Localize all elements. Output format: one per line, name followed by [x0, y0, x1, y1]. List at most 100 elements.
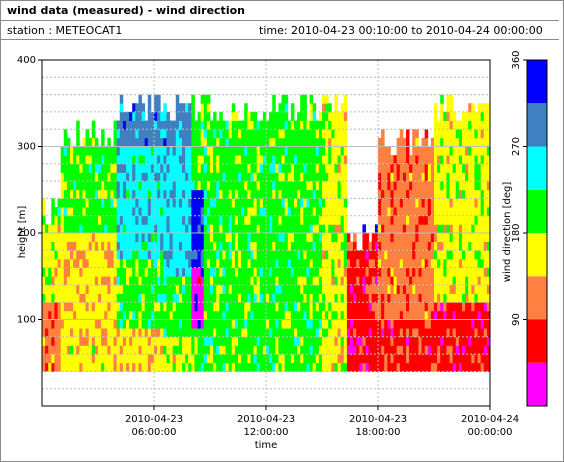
heatmap-cell — [337, 328, 342, 338]
heatmap-cell — [278, 319, 282, 329]
heatmap-cell — [244, 284, 248, 294]
heatmap-cell — [275, 215, 279, 225]
heatmap-cell — [399, 172, 404, 182]
heatmap-cell — [384, 215, 388, 225]
heatmap-cell — [350, 293, 354, 303]
heatmap-cell — [54, 250, 58, 260]
heatmap-cell — [468, 336, 472, 346]
heatmap-cell — [309, 258, 314, 268]
heatmap-cell — [415, 302, 419, 312]
heatmap-cell — [157, 120, 161, 130]
heatmap-cell — [284, 215, 289, 225]
heatmap-cell — [474, 111, 478, 121]
heatmap-cell — [458, 207, 463, 217]
heatmap-cell — [359, 250, 363, 260]
heatmap-cell — [206, 181, 211, 191]
heatmap-cell — [402, 224, 407, 234]
heatmap-cell — [178, 181, 183, 191]
heatmap-cell — [166, 181, 170, 191]
heatmap-cell — [191, 189, 195, 199]
heatmap-cell — [172, 163, 177, 173]
heatmap-cell — [424, 362, 429, 372]
heatmap-cell — [250, 336, 254, 346]
heatmap-cell — [455, 319, 460, 329]
heatmap-cell — [213, 224, 217, 234]
heatmap-cell — [82, 250, 86, 260]
heatmap-cell — [325, 319, 329, 329]
heatmap-cell — [294, 354, 298, 364]
heatmap-cell — [166, 241, 170, 251]
heatmap-cell — [45, 328, 49, 338]
heatmap-cell — [76, 120, 80, 130]
heatmap-cell — [126, 181, 130, 191]
heatmap-cell — [79, 163, 83, 173]
heatmap-cell — [241, 224, 245, 234]
heatmap-cell — [396, 284, 401, 294]
heatmap-cell — [91, 284, 96, 294]
heatmap-cell — [66, 163, 71, 173]
heatmap-cell — [471, 155, 475, 165]
heatmap-cell — [387, 328, 391, 338]
heatmap-cell — [294, 233, 298, 243]
heatmap-cell — [70, 233, 74, 243]
heatmap-cell — [300, 276, 304, 286]
heatmap-cell — [455, 198, 460, 208]
heatmap-cell — [191, 103, 195, 113]
heatmap-cell — [88, 189, 93, 199]
heatmap-cell — [455, 284, 460, 294]
heatmap-cell — [306, 163, 310, 173]
heatmap-cell — [175, 129, 180, 139]
heatmap-cell — [222, 336, 226, 346]
heatmap-cell — [331, 233, 335, 243]
heatmap-cell — [437, 146, 441, 156]
heatmap-cell — [107, 328, 111, 338]
heatmap-cell — [272, 284, 276, 294]
heatmap-cell — [135, 362, 139, 372]
heatmap-cell — [468, 310, 472, 320]
heatmap-cell — [247, 129, 251, 139]
heatmap-cell — [315, 172, 320, 182]
heatmap-cell — [144, 155, 149, 165]
heatmap-cell — [458, 276, 463, 286]
heatmap-cell — [340, 146, 345, 156]
heatmap-cell — [163, 319, 167, 329]
heatmap-cell — [269, 276, 273, 286]
heatmap-cell — [396, 233, 401, 243]
heatmap-cell — [126, 233, 130, 243]
heatmap-cell — [290, 137, 295, 147]
heatmap-cell — [113, 215, 118, 225]
heatmap-cell — [197, 302, 202, 312]
heatmap-cell — [346, 233, 351, 243]
heatmap-cell — [415, 310, 419, 320]
heatmap-cell — [163, 354, 167, 364]
heatmap-cell — [144, 137, 149, 147]
heatmap-cell — [477, 267, 482, 277]
heatmap-cell — [390, 362, 394, 372]
heatmap-cell — [440, 163, 444, 173]
heatmap-cell — [129, 198, 133, 208]
heatmap-cell — [166, 258, 170, 268]
heatmap-cell — [178, 103, 183, 113]
heatmap-cell — [213, 241, 217, 251]
heatmap-cell — [70, 293, 74, 303]
heatmap-cell — [250, 328, 254, 338]
heatmap-cell — [294, 198, 298, 208]
heatmap-cell — [175, 189, 180, 199]
heatmap-cell — [200, 103, 205, 113]
heatmap-cell — [57, 284, 62, 294]
heatmap-cell — [231, 284, 236, 294]
heatmap-cell — [343, 94, 348, 104]
heatmap-cell — [94, 181, 99, 191]
heatmap-cell — [185, 293, 189, 303]
heatmap-cell — [458, 284, 463, 294]
heatmap-cell — [468, 129, 472, 139]
heatmap-cell — [396, 155, 401, 165]
heatmap-cell — [384, 198, 388, 208]
heatmap-cell — [437, 120, 441, 130]
heatmap-cell — [421, 155, 426, 165]
heatmap-cell — [234, 354, 239, 364]
heatmap-cell — [275, 155, 279, 165]
heatmap-cell — [281, 284, 286, 294]
heatmap-cell — [421, 319, 426, 329]
heatmap-cell — [203, 103, 208, 113]
